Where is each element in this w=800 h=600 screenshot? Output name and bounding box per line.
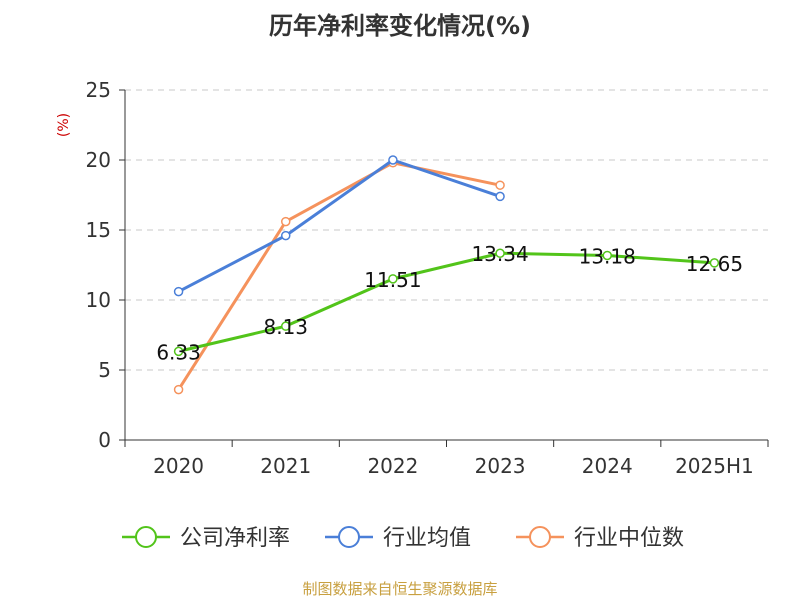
data-point [173, 384, 184, 395]
data-label: 12.65 [686, 252, 743, 276]
data-point [281, 321, 291, 331]
y-tick-label: 10 [86, 288, 111, 312]
legend-item: 行业均值 [325, 526, 471, 551]
y-axis-label: (%) [56, 113, 72, 137]
y-tick-label: 20 [86, 148, 111, 172]
data-label: 6.33 [156, 340, 201, 364]
data-label: 11.51 [364, 268, 421, 292]
series-0: 6.33 8.13 11.51 13.34 13.18 12.65 [156, 242, 743, 364]
data-label: 13.34 [471, 242, 528, 266]
data-point [495, 180, 505, 190]
legend-marker [529, 526, 551, 548]
data-point [281, 230, 291, 241]
legend-item: 行业中位数 [516, 526, 684, 551]
data-point [173, 286, 184, 297]
legend-item: 公司净利率 [122, 526, 290, 551]
data-label: 13.18 [579, 244, 636, 268]
data-point [388, 155, 398, 165]
data-point [495, 248, 505, 258]
data-point [173, 346, 184, 357]
chart-title: 历年净利率变化情况(%) [269, 12, 531, 40]
y-tick-label: 5 [98, 358, 111, 382]
y-tick-label: 15 [86, 218, 111, 242]
data-point [281, 216, 291, 227]
source-note: 制图数据来自恒生聚源数据库 [302, 580, 497, 598]
x-tick-label: 2020 [153, 454, 204, 478]
y-tick-label: 25 [86, 78, 111, 102]
legend-marker [338, 526, 360, 548]
series-1 [173, 155, 505, 297]
y-tick-label: 0 [98, 428, 111, 452]
x-tick-label: 2022 [367, 454, 418, 478]
series-line [177, 158, 501, 293]
legend-label: 行业均值 [383, 526, 471, 551]
data-point [388, 274, 398, 284]
legend-marker [135, 526, 157, 548]
legend-label: 行业中位数 [574, 526, 684, 551]
series-line [177, 161, 501, 391]
legend: 公司净利率 行业均值 行业中位数 [122, 526, 684, 551]
x-tick-label: 2021 [260, 454, 311, 478]
x-tick-label: 2025H1 [675, 454, 754, 478]
data-point [602, 250, 612, 261]
data-point [495, 191, 505, 202]
data-label: 8.13 [263, 315, 308, 339]
legend-label: 公司净利率 [180, 526, 290, 551]
data-point [709, 258, 720, 268]
gridlines [125, 89, 768, 371]
series-group: 6.33 8.13 11.51 13.34 13.18 12.65 [156, 155, 743, 395]
axes: 0 5 10 15 20 25 2020 2021 2022 2023 2024 2025H1 [86, 78, 769, 478]
series-2 [173, 158, 505, 395]
series-line [178, 251, 715, 353]
x-tick-label: 2023 [475, 454, 526, 478]
x-tick-label: 2024 [582, 454, 633, 478]
